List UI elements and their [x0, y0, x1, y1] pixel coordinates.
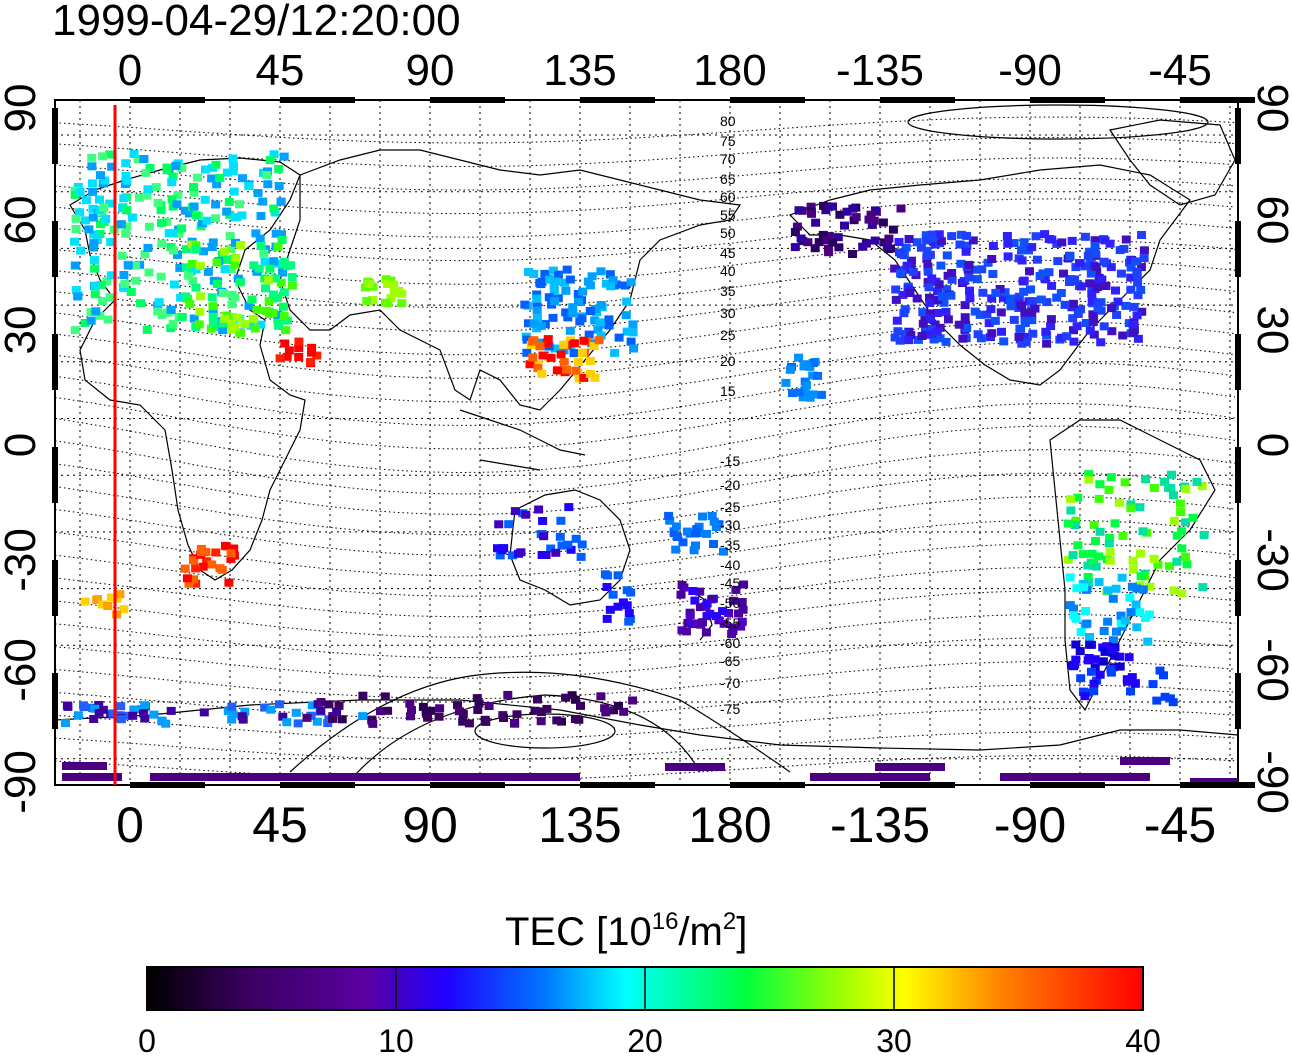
tec-data-cells	[61, 150, 1238, 785]
bottom-lon-tick: 180	[688, 797, 771, 853]
maglat-label: -55	[720, 615, 740, 631]
maglat-label: -75	[720, 701, 740, 717]
maglat-label: 45	[720, 245, 736, 261]
right-lat-tick: -30	[1248, 528, 1292, 592]
maglat-label: -25	[720, 499, 740, 515]
colorbar-title: TEC [1016/m2]	[505, 908, 747, 954]
colorbar-tick-label: 30	[876, 1023, 912, 1057]
coastlines	[55, 104, 1238, 776]
magnetic-latitude-contours	[55, 116, 1236, 781]
left-lat-tick: 30	[0, 306, 45, 355]
bottom-longitude-axis: 0 45 90 135 180 -135 -90 -45	[116, 797, 1216, 853]
maglat-label: 70	[720, 151, 736, 167]
maglat-label: 55	[720, 207, 736, 223]
maglat-label: 35	[720, 283, 736, 299]
colorbar: TEC [1016/m2] 0 10 20 30 40	[138, 908, 1161, 1057]
top-lon-tick: 45	[256, 46, 305, 95]
top-lon-tick: 180	[693, 46, 766, 95]
maglat-label: 80	[720, 113, 736, 129]
maglat-label: 50	[720, 225, 736, 241]
bottom-lon-tick: 135	[538, 797, 621, 853]
left-latitude-axis: 90 60 30 0 -30 -60 -90	[0, 84, 45, 814]
bottom-lon-tick: -45	[1144, 797, 1216, 853]
left-lat-tick: 60	[0, 196, 45, 245]
right-lat-tick: -90	[1248, 750, 1292, 814]
left-lat-tick: 90	[0, 84, 45, 133]
maglat-label: -30	[720, 517, 740, 533]
left-lat-tick: -30	[0, 528, 45, 592]
colorbar-tick-label: 0	[138, 1023, 156, 1057]
maglat-label: 25	[720, 327, 736, 343]
maglat-label: -50	[720, 595, 740, 611]
maglat-label: 15	[720, 383, 736, 399]
bottom-lon-tick: -135	[830, 797, 930, 853]
bottom-lon-tick: 90	[402, 797, 458, 853]
right-lat-tick: -60	[1248, 638, 1292, 702]
bottom-lon-tick: -90	[994, 797, 1066, 853]
maglat-label: 30	[720, 305, 736, 321]
maglat-label: 40	[720, 263, 736, 279]
right-latitude-axis: 90 60 30 0 -30 -60 -90	[1248, 84, 1292, 814]
top-lon-tick: -45	[1148, 46, 1212, 95]
maglat-label: -35	[720, 537, 740, 553]
maglat-label: -70	[720, 675, 740, 691]
magnetic-latitude-labels: 80 75 70 65 60 55 50 45 40 35 30 25 20 15 -15 -20 -25 -30…	[720, 113, 740, 717]
top-lon-tick: -135	[836, 46, 924, 95]
bottom-lon-tick: 45	[252, 797, 308, 853]
map-frame	[54, 99, 1239, 786]
maglat-label: 75	[720, 133, 736, 149]
colorbar-ticks: 0 10 20 30 40	[138, 967, 1161, 1057]
maglat-label: -45	[720, 575, 740, 591]
graticule	[55, 100, 1238, 785]
timestamp-label: 1999-04-29/12:20:00	[52, 0, 461, 45]
colorbar-tick-label: 20	[627, 1023, 663, 1057]
maglat-label: 20	[720, 353, 736, 369]
left-lat-tick: -60	[0, 638, 45, 702]
right-lat-tick: 0	[1248, 433, 1292, 457]
bottom-lon-tick: 0	[116, 797, 144, 853]
colorbar-tick-label: 10	[378, 1023, 414, 1057]
maglat-label: -20	[720, 477, 740, 493]
left-lat-tick: 0	[0, 433, 45, 457]
maglat-label: 65	[720, 171, 736, 187]
top-longitude-axis: 0 45 90 135 180 -135 -90 -45	[118, 46, 1212, 95]
colorbar-tick-label: 40	[1125, 1023, 1161, 1057]
frame-tick-marks	[52, 97, 1255, 788]
right-lat-tick: 60	[1248, 196, 1292, 245]
top-lon-tick: 135	[543, 46, 616, 95]
right-lat-tick: 90	[1248, 84, 1292, 133]
left-lat-tick: -90	[0, 750, 45, 814]
map-panel: 80 75 70 65 60 55 50 45 40 35 30 25 20 15 -15 -20 -25 -30…	[52, 97, 1255, 788]
maglat-label: -60	[720, 635, 740, 651]
top-lon-tick: 0	[118, 46, 142, 95]
maglat-label: -65	[720, 653, 740, 669]
top-lon-tick: 90	[406, 46, 455, 95]
maglat-label: -15	[720, 453, 740, 469]
maglat-label: -40	[720, 557, 740, 573]
right-lat-tick: 30	[1248, 306, 1292, 355]
top-lon-tick: -90	[998, 46, 1062, 95]
maglat-label: 60	[720, 189, 736, 205]
